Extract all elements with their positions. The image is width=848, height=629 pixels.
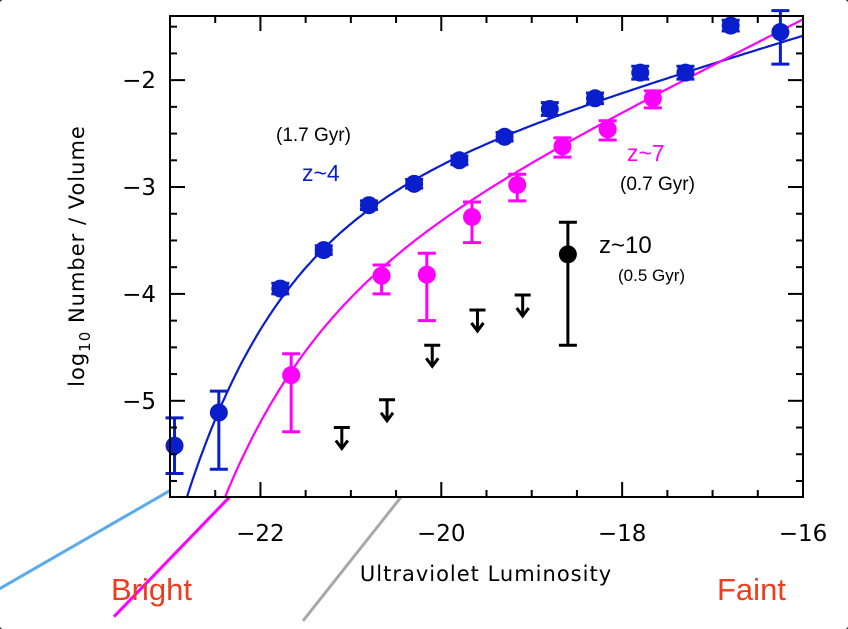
faint-label: Faint [717,572,786,607]
z7-point-4 [508,172,527,203]
x-tick-label: −20 [417,521,466,547]
y-axis-title-sub: 10 [76,331,94,352]
y-tick-label: −4 [122,282,156,308]
z7-point-5 [553,136,572,159]
z4-point-10 [631,63,650,82]
z4-label: z~4 [302,160,340,186]
z7-point-6 [598,119,617,142]
z7-point-0 [282,352,301,434]
z4-fit-curve [185,34,803,497]
z7-point-7 [643,89,662,110]
axis-ticks: −22 −20 −18 −16 −2 −3 −4 −5 [122,16,827,547]
y-axis-title: log10 Number / Volume [65,125,94,387]
z7-point-1 [372,263,391,296]
z4-point-6 [450,151,469,170]
z10-upper-limit-2 [424,343,441,369]
y-axis-title-pre: log [65,352,89,387]
z4-point-8 [540,99,559,118]
x-tick-label: −18 [598,521,647,547]
z4-point-13 [771,9,790,66]
z4-ext-line [0,489,171,591]
bright-label: Bright [111,572,192,607]
z4-point-12 [721,16,740,35]
z4-time-label: (1.7 Gyr) [276,125,351,146]
z7-label: z~7 [627,140,665,166]
z4-point-5 [405,174,424,193]
z4-point-3 [314,241,333,260]
z4-point-4 [359,196,378,215]
plot-area [170,16,803,497]
y-tick-label: −2 [122,68,156,94]
z10-upper-limit-1 [379,398,396,424]
y-axis-title-post: Number / Volume [65,125,89,331]
y-tick-label: −3 [122,175,156,201]
z10-label: z~10 [599,232,652,259]
x-tick-label: −22 [236,521,285,547]
z10-upper-limit-4 [514,293,531,319]
z10-upper-limit-3 [469,308,486,334]
y-tick-label: −5 [122,389,156,415]
z10-time-label: (0.5 Gyr) [618,266,685,285]
z7-point-3 [463,200,482,245]
z10-point-0 [558,220,577,347]
z10-upper-limit-0 [333,426,350,452]
z4-point-1 [209,389,228,471]
z4-point-9 [586,89,605,108]
z7-point-2 [417,251,436,323]
x-axis-title: Ultraviolet Luminosity [360,562,612,586]
z4-point-2 [271,279,290,298]
x-tick-label: −16 [779,521,828,547]
z7-time-label: (0.7 Gyr) [620,174,695,195]
z4-point-7 [495,127,514,146]
z4-point-11 [676,63,695,82]
